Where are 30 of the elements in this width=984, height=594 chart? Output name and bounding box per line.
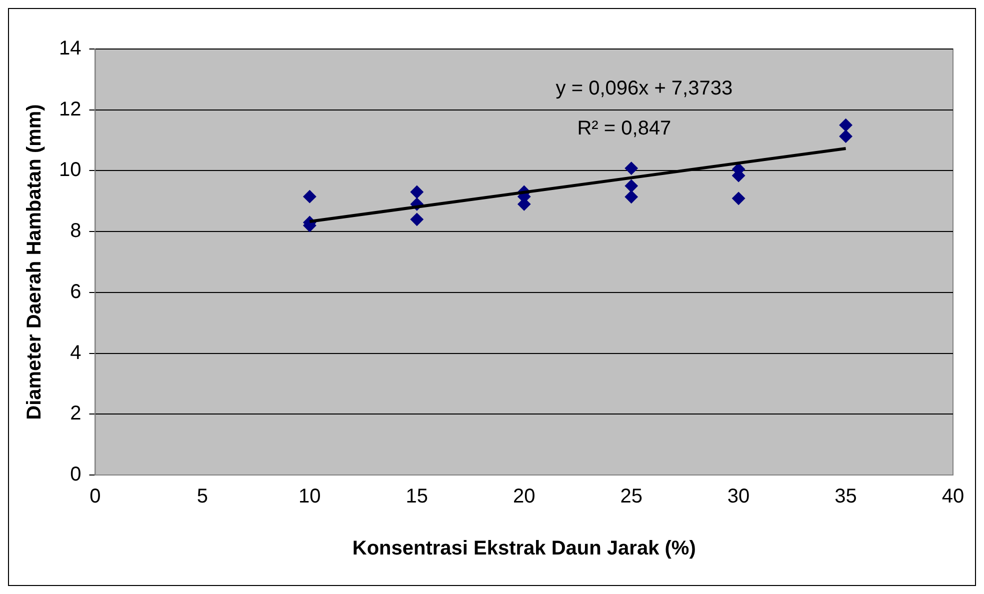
x-tick-label: 40 <box>942 486 964 508</box>
point <box>732 192 746 205</box>
y-tick-label: 0 <box>70 464 82 486</box>
point <box>624 179 638 192</box>
annotation: R² = 0,847 <box>577 118 672 140</box>
y-tick-label: 14 <box>58 38 82 60</box>
point <box>624 190 638 204</box>
x-tick-label: 5 <box>196 486 208 508</box>
x-tick-label: 10 <box>298 486 321 508</box>
point <box>410 186 424 199</box>
y-tick-label: 4 <box>70 342 82 364</box>
point <box>303 190 316 204</box>
y-tick-label: 8 <box>70 220 82 242</box>
x-tick-label: 30 <box>727 486 750 508</box>
x-tick-label: 20 <box>513 486 536 508</box>
x-tick-label: 15 <box>406 486 428 508</box>
y-tick-label: 12 <box>58 98 82 120</box>
annotation: y = 0,096x + 7,3733 <box>556 78 733 100</box>
point <box>410 212 424 226</box>
y-tick-label: 6 <box>70 280 82 303</box>
x-axis-title: Konsentrasi Ekstrak Daun Jarak (%) <box>352 538 696 560</box>
point <box>839 118 852 132</box>
y-axis-title: Diameter Daerah Hambatan (mm) <box>24 104 46 420</box>
x-tick-label: 35 <box>834 486 857 508</box>
point <box>839 130 852 143</box>
y-tick-label: 2 <box>70 402 82 425</box>
y-tick-label: 10 <box>58 159 82 182</box>
point <box>624 162 638 175</box>
x-tick-label: 25 <box>620 486 642 508</box>
x-tick-label: 0 <box>90 486 101 508</box>
